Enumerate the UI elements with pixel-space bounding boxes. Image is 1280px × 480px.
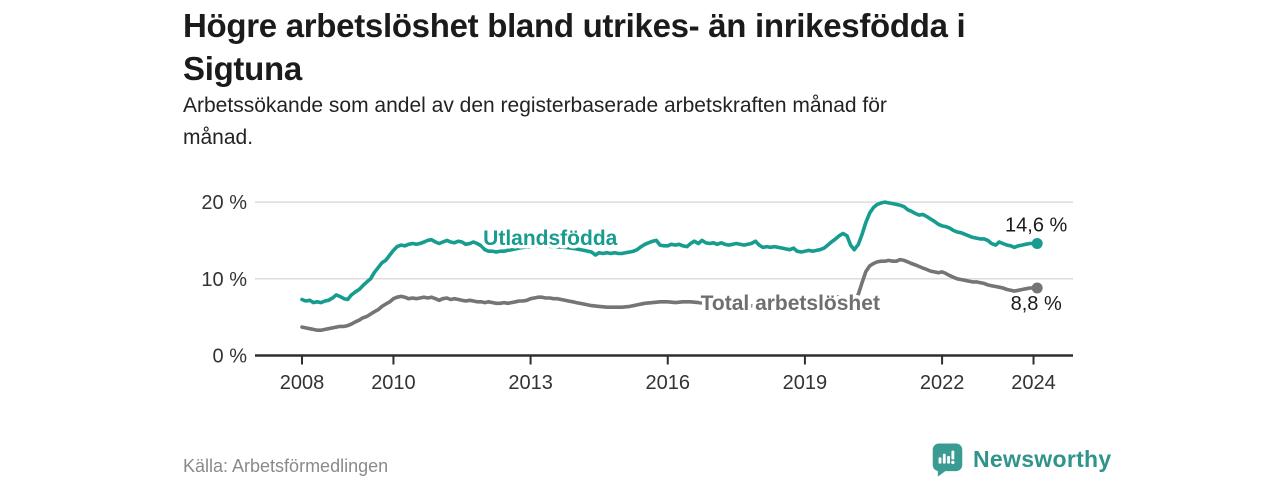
brand-name: Newsworthy — [973, 446, 1112, 472]
x-axis-tick-label: 2016 — [646, 372, 691, 394]
newsworthy-icon — [932, 443, 963, 477]
page-title: Högre arbetslöshet bland utrikes- än inr… — [183, 7, 966, 87]
series-label-total-arbetsloshet: Total arbetslöshet — [701, 292, 880, 315]
x-axis-tick-label: 2022 — [920, 372, 965, 394]
x-axis-tick-label: 2019 — [783, 372, 828, 394]
y-axis-tick-label: 0 % — [213, 346, 248, 368]
y-axis-tick-label: 10 % — [201, 269, 247, 291]
series-end-value-utlandsfodda: 14,6 % — [1005, 215, 1067, 237]
page-subtitle: Arbetssökande som andel av den registerb… — [183, 94, 887, 149]
series-end-dot-utlandsfodda — [1031, 238, 1043, 250]
series-line-utlandsfodda — [300, 200, 1039, 305]
source-note: Källa: Arbetsförmedlingen — [183, 456, 389, 476]
x-axis-tick-label: 2008 — [280, 372, 325, 394]
x-axis-tick-label: 2013 — [508, 372, 553, 394]
brand-logo: Newsworthy — [932, 443, 1111, 479]
series-end-value-total-arbetsloshet: 8,8 % — [1011, 293, 1062, 315]
series-end-dot-total-arbetsloshet — [1031, 282, 1043, 294]
series-label-utlandsfodda: Utlandsfödda — [483, 227, 617, 250]
x-axis-tick-label: 2024 — [1011, 372, 1056, 394]
x-axis-tick-label: 2010 — [371, 372, 416, 394]
series-line-total-arbetsloshet — [300, 257, 1039, 333]
y-axis-tick-label: 20 % — [201, 192, 247, 214]
